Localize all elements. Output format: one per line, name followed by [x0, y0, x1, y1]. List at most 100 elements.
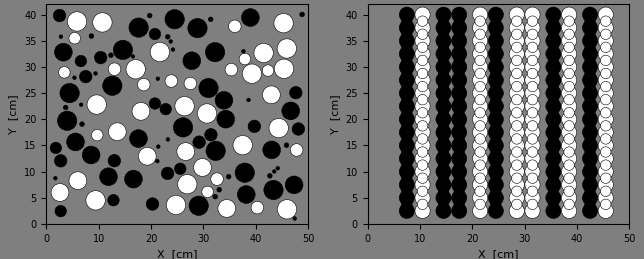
Circle shape — [436, 99, 451, 114]
Circle shape — [439, 95, 449, 105]
Circle shape — [585, 134, 595, 144]
Circle shape — [525, 85, 540, 101]
Circle shape — [511, 81, 522, 92]
Circle shape — [91, 130, 103, 141]
Circle shape — [69, 172, 87, 190]
Circle shape — [417, 134, 428, 144]
Circle shape — [417, 121, 428, 131]
Circle shape — [415, 7, 430, 22]
Circle shape — [527, 147, 538, 157]
Circle shape — [126, 60, 146, 79]
Circle shape — [511, 68, 522, 79]
Circle shape — [451, 190, 467, 205]
Circle shape — [564, 16, 574, 26]
Circle shape — [548, 147, 558, 157]
Circle shape — [582, 138, 598, 153]
Circle shape — [436, 112, 451, 127]
Circle shape — [564, 173, 574, 183]
Circle shape — [161, 167, 174, 180]
Circle shape — [274, 13, 293, 33]
Circle shape — [585, 160, 595, 170]
Circle shape — [454, 29, 464, 39]
Circle shape — [454, 55, 464, 66]
Circle shape — [491, 134, 501, 144]
Circle shape — [436, 138, 451, 153]
Circle shape — [131, 55, 135, 58]
Circle shape — [213, 194, 218, 199]
Circle shape — [93, 13, 112, 32]
Circle shape — [509, 33, 524, 48]
Circle shape — [439, 107, 449, 118]
Circle shape — [562, 46, 576, 61]
Circle shape — [290, 144, 303, 156]
Circle shape — [511, 95, 522, 105]
Circle shape — [451, 20, 467, 35]
Circle shape — [564, 29, 574, 39]
Circle shape — [436, 164, 451, 179]
Circle shape — [511, 173, 522, 183]
Circle shape — [149, 98, 161, 109]
Circle shape — [548, 55, 558, 66]
Circle shape — [564, 186, 574, 197]
Circle shape — [525, 99, 540, 114]
Circle shape — [402, 107, 412, 118]
Circle shape — [66, 133, 84, 151]
Circle shape — [546, 190, 561, 205]
Circle shape — [439, 81, 449, 92]
Circle shape — [473, 85, 488, 101]
Circle shape — [233, 135, 252, 155]
X-axis label: X  [cm]: X [cm] — [157, 249, 198, 259]
Circle shape — [488, 177, 504, 192]
Circle shape — [415, 112, 430, 127]
Circle shape — [585, 55, 595, 66]
Circle shape — [124, 170, 142, 188]
Circle shape — [548, 68, 558, 79]
Circle shape — [582, 190, 598, 205]
Circle shape — [239, 53, 251, 65]
Circle shape — [166, 138, 170, 141]
Circle shape — [188, 18, 207, 38]
Circle shape — [439, 16, 449, 26]
Circle shape — [548, 199, 558, 210]
Circle shape — [546, 33, 561, 48]
Circle shape — [73, 76, 77, 80]
Circle shape — [417, 173, 428, 183]
Circle shape — [417, 16, 428, 26]
Circle shape — [488, 59, 504, 75]
Circle shape — [205, 42, 225, 62]
Circle shape — [527, 68, 538, 79]
Circle shape — [527, 16, 538, 26]
Circle shape — [415, 46, 430, 61]
Circle shape — [402, 95, 412, 105]
Circle shape — [548, 134, 558, 144]
Circle shape — [511, 186, 522, 197]
Circle shape — [491, 81, 501, 92]
Circle shape — [473, 46, 488, 61]
Circle shape — [511, 42, 522, 53]
Circle shape — [454, 107, 464, 118]
Circle shape — [454, 95, 464, 105]
Circle shape — [193, 136, 205, 148]
Circle shape — [509, 7, 524, 22]
Circle shape — [562, 20, 576, 35]
Circle shape — [473, 112, 488, 127]
Circle shape — [582, 112, 598, 127]
Circle shape — [527, 95, 538, 105]
Circle shape — [156, 77, 160, 81]
Circle shape — [454, 186, 464, 197]
Circle shape — [491, 42, 501, 53]
Circle shape — [417, 186, 428, 197]
Circle shape — [183, 52, 201, 70]
Circle shape — [525, 112, 540, 127]
Circle shape — [582, 151, 598, 166]
Circle shape — [491, 160, 501, 170]
Circle shape — [582, 164, 598, 179]
Circle shape — [399, 125, 415, 140]
Circle shape — [451, 203, 467, 219]
Circle shape — [564, 107, 574, 118]
Circle shape — [600, 68, 611, 79]
Circle shape — [399, 203, 415, 219]
Circle shape — [488, 164, 504, 179]
Circle shape — [194, 159, 211, 176]
Circle shape — [267, 174, 272, 178]
